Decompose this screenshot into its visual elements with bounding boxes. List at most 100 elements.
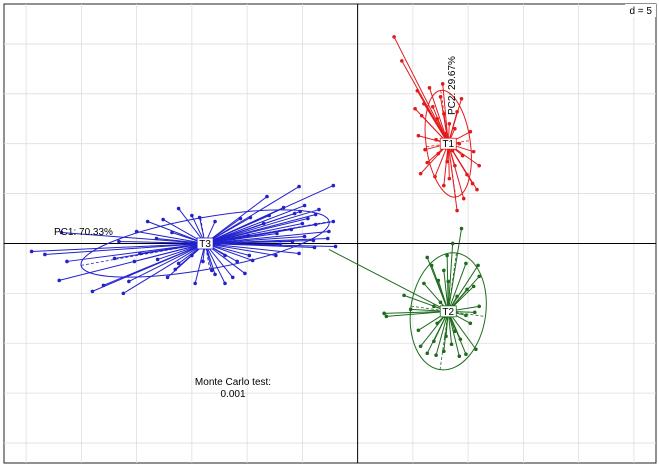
spoke-T2 [447,228,462,312]
point-T3 [223,253,227,258]
point-T2 [464,313,468,318]
spoke-T3 [205,237,328,244]
point-T3 [327,229,331,234]
point-T3 [213,219,217,224]
point-T3 [197,215,202,220]
point-T1 [475,187,479,192]
point-T3 [274,253,278,258]
grid [4,4,656,463]
point-T1 [427,86,432,90]
point-T2 [477,304,481,309]
point-T1 [416,133,421,138]
point-T2 [432,304,436,309]
point-T3 [302,203,307,208]
point-T3 [267,213,272,218]
point-T3 [278,242,283,247]
point-T1 [392,35,396,39]
x-axis-label: PC1: 70.33% [54,227,113,238]
point-T2 [464,352,468,357]
point-T2 [459,226,464,231]
spoke-T3 [204,211,301,244]
point-T1 [418,171,423,176]
point-T1 [435,116,439,121]
point-T3 [311,238,316,243]
point-T2 [434,353,438,358]
point-T3 [127,279,131,284]
axes [4,4,656,463]
point-T1 [457,141,462,146]
point-T3 [235,259,239,264]
point-T2 [425,255,430,260]
annotation-line2: 0.001 [220,389,245,400]
point-T1 [400,59,404,63]
spoke-T1 [447,143,458,211]
point-T2 [446,279,451,284]
spoke-T3 [205,231,329,244]
spoke-T3 [204,205,305,244]
point-T1 [442,111,446,116]
point-T3 [165,275,170,280]
spoke-T1 [393,36,449,144]
point-T3 [313,222,318,227]
point-T1 [471,149,476,154]
point-T3 [325,236,330,241]
spoke-T1 [447,98,462,144]
spoke-T3 [136,231,206,244]
point-T3 [333,244,338,249]
point-T3 [297,251,301,256]
ellipses [80,89,487,371]
point-T1 [425,160,430,165]
spoke-T2 [447,311,467,355]
point-T1 [477,163,481,168]
point-T2 [438,300,443,305]
point-T1 [415,89,420,93]
spoke-T1 [447,143,465,199]
point-T3 [230,275,235,280]
point-T2 [442,349,446,354]
link-line [328,249,449,312]
point-T2 [429,263,434,268]
point-T2 [442,268,446,273]
point-T3 [247,253,252,258]
point-T1 [470,181,475,186]
annotation-line1: Monte Carlo test: [195,377,271,388]
point-T2 [382,311,386,316]
point-T3 [248,215,253,220]
point-T3 [275,231,279,236]
spoke-T2 [384,310,449,314]
point-T3 [190,213,194,218]
point-T3 [43,252,47,257]
point-T3 [90,289,95,294]
spoke-T3 [194,243,206,284]
spoke-T3 [31,242,206,252]
spoke-T2 [447,263,467,312]
point-T1 [453,126,457,131]
point-T3 [250,258,255,263]
point-T2 [422,281,426,286]
point-T3 [281,205,286,210]
point-T2 [432,339,436,344]
point-T1 [434,137,438,142]
scale-label-box [625,4,656,17]
spoke-T3 [44,242,206,255]
spoke-T3 [147,221,206,244]
point-T1 [433,174,437,179]
point-T1 [442,183,446,188]
spoke-T2 [431,265,449,312]
point-T3 [59,230,64,235]
point-T3 [223,281,227,286]
point-T2 [449,342,454,347]
point-T3 [155,257,160,262]
point-T1 [438,94,443,99]
point-T1 [413,106,417,111]
point-T3 [138,251,142,256]
point-T3 [297,184,301,189]
spoke-T3 [134,242,206,262]
spoke-T3 [205,242,276,256]
point-T3 [265,194,269,199]
spoke-T1 [423,103,449,144]
point-T3 [243,271,247,276]
point-T3 [232,236,236,241]
point-T2 [435,321,439,326]
point-T3 [190,253,194,258]
